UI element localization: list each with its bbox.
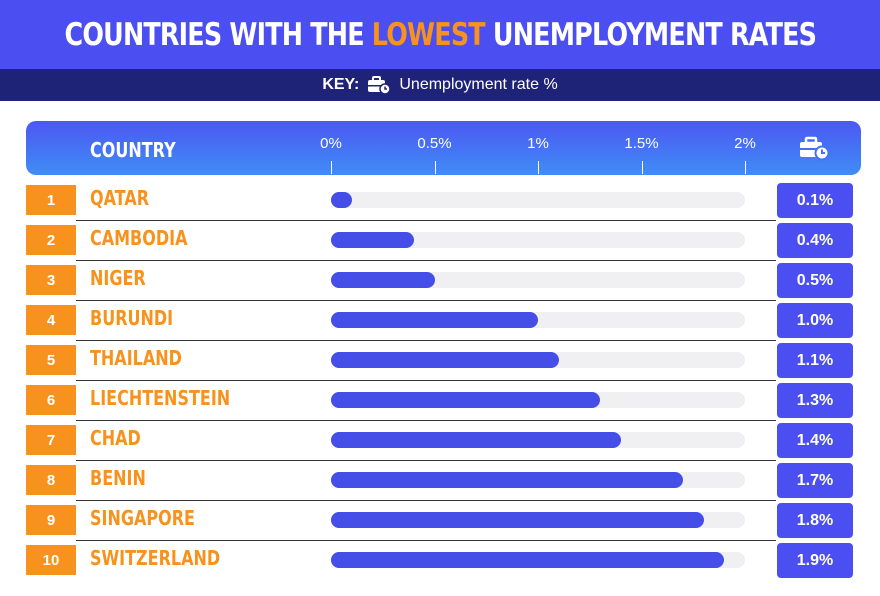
title-prefix: Countries with the <box>64 16 364 53</box>
bar <box>331 352 559 368</box>
rank-badge: 8 <box>26 465 76 495</box>
rank-badge: 2 <box>26 225 76 255</box>
row-divider <box>76 300 776 301</box>
row-divider <box>76 220 776 221</box>
table-row: 5 Thailand 1.1% <box>26 342 861 381</box>
table-row: 4 Burundi 1.0% <box>26 302 861 341</box>
bar-track <box>331 232 745 248</box>
table-header: Country 0% 0.5% 1% 1.5% 2% <box>26 121 861 175</box>
key-label: KEY: <box>322 76 360 93</box>
title-suffix: unemployment rates <box>492 16 817 53</box>
row-divider <box>76 340 776 341</box>
x-tick-label: 1% <box>527 135 549 152</box>
value-label: 1.1% <box>777 343 853 378</box>
title-band: Countries with the lowest unemployment r… <box>0 0 880 69</box>
bar <box>331 512 704 528</box>
value-label: 1.3% <box>777 383 853 418</box>
country-label: Niger <box>90 266 146 290</box>
bar <box>331 312 538 328</box>
rank-badge: 5 <box>26 345 76 375</box>
value-label: 1.7% <box>777 463 853 498</box>
briefcase-clock-icon <box>367 75 392 95</box>
legend-key: KEY: Unemployment rate % <box>0 69 880 101</box>
country-label: Liechtenstein <box>90 386 231 410</box>
x-tick-label: 1.5% <box>624 135 659 152</box>
country-label: Thailand <box>90 346 182 370</box>
value-label: 1.0% <box>777 303 853 338</box>
bar-track <box>331 272 745 288</box>
country-label: Singapore <box>90 506 195 530</box>
table-row: 7 Chad 1.4% <box>26 422 861 461</box>
x-tick-mark <box>434 161 436 174</box>
country-column-header: Country <box>90 138 176 162</box>
chart-title: Countries with the lowest unemployment r… <box>64 17 816 53</box>
key-text: Unemployment rate % <box>399 76 558 93</box>
table-row: 8 Benin 1.7% <box>26 462 861 501</box>
bar-track <box>331 192 745 208</box>
value-label: 1.9% <box>777 543 853 578</box>
rank-badge: 3 <box>26 265 76 295</box>
table-row: 3 Niger 0.5% <box>26 262 861 301</box>
x-tick-label: 0.5% <box>417 135 452 152</box>
table-row: 9 Singapore 1.8% <box>26 502 861 541</box>
title-highlight: lowest <box>371 16 485 53</box>
bar <box>331 472 683 488</box>
country-label: Qatar <box>90 186 150 210</box>
row-divider <box>76 420 776 421</box>
value-label: 0.1% <box>777 183 853 218</box>
x-tick-mark <box>745 161 746 174</box>
row-divider <box>76 460 776 461</box>
rank-badge: 10 <box>26 545 76 575</box>
country-label: Switzerland <box>90 546 221 570</box>
country-label: Burundi <box>90 306 174 330</box>
table-row: 10 Switzerland 1.9% <box>26 542 861 578</box>
table-row: 2 Cambodia 0.4% <box>26 222 861 261</box>
value-label: 0.4% <box>777 223 853 258</box>
bar <box>331 272 435 288</box>
bar <box>331 192 352 208</box>
table-row: 6 Liechtenstein 1.3% <box>26 382 861 421</box>
bar <box>331 552 725 568</box>
row-divider <box>76 540 776 541</box>
x-tick-label: 0% <box>320 135 342 152</box>
bar <box>331 392 601 408</box>
row-divider <box>76 380 776 381</box>
value-label: 0.5% <box>777 263 853 298</box>
row-divider <box>76 500 776 501</box>
country-label: Benin <box>90 466 146 490</box>
rank-badge: 4 <box>26 305 76 335</box>
table-row: 1 Qatar 0.1% <box>26 182 861 221</box>
x-tick-label: 2% <box>734 135 756 152</box>
value-label: 1.4% <box>777 423 853 458</box>
value-label: 1.8% <box>777 503 853 538</box>
x-tick-mark <box>538 161 539 174</box>
bar <box>331 432 621 448</box>
row-divider <box>76 260 776 261</box>
rank-badge: 6 <box>26 385 76 415</box>
rank-badge: 9 <box>26 505 76 535</box>
country-label: Chad <box>90 426 141 450</box>
country-label: Cambodia <box>90 226 188 250</box>
bar <box>331 232 414 248</box>
rank-badge: 1 <box>26 185 76 215</box>
briefcase-clock-icon <box>799 135 831 166</box>
x-tick-mark <box>641 161 643 174</box>
rank-badge: 7 <box>26 425 76 455</box>
x-tick-mark <box>331 161 332 174</box>
